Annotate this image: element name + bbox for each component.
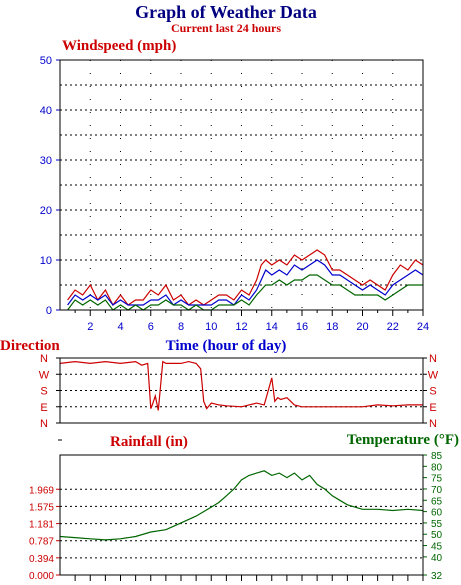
direction-y-tick-label-right: N — [429, 353, 437, 365]
windspeed-y-tick-label: 10 — [40, 255, 52, 267]
temp-y-tick-label: 80 — [431, 462, 443, 473]
windspeed-x-tick-label: 4 — [117, 321, 123, 333]
temperature-title: Temperature (°F) — [347, 432, 459, 448]
windspeed-y-tick-label: 0 — [46, 305, 52, 317]
x-axis-label: Time (hour of day) — [166, 338, 287, 354]
windspeed-x-tick-label: 12 — [235, 321, 247, 333]
windspeed-title: Windspeed (mph) — [62, 38, 176, 54]
direction-y-tick-label-right: S — [429, 386, 436, 398]
windspeed-series-line-1 — [67, 259, 424, 306]
direction-y-tick-label-right: W — [428, 369, 439, 381]
temp-y-tick-label: 50 — [431, 530, 443, 541]
temp-y-tick-label: 32 — [431, 571, 443, 582]
windspeed-x-tick-label: 10 — [205, 321, 217, 333]
windspeed-x-tick-label: 20 — [356, 321, 368, 333]
windspeed-y-tick-label: 20 — [40, 205, 52, 217]
rainfall-title: Rainfall (in) — [110, 434, 188, 450]
rain-y-tick-label: 1.969 — [29, 485, 54, 496]
direction-y-tick-label-left: S — [40, 386, 47, 398]
windspeed-x-tick-label: 22 — [387, 321, 399, 333]
page-title: Graph of Weather Data — [135, 2, 317, 22]
temp-y-tick-label: 70 — [431, 485, 443, 496]
direction-y-tick-label-right: E — [429, 402, 436, 414]
windspeed-y-tick-label: 30 — [40, 155, 52, 167]
temp-y-tick-label: 40 — [431, 553, 443, 564]
windspeed-x-tick-label: 8 — [178, 321, 184, 333]
temperature-series-line — [59, 470, 424, 541]
direction-y-tick-label-right: N — [429, 418, 437, 430]
windspeed-x-tick-label: 14 — [266, 321, 278, 333]
page-subtitle: Current last 24 hours — [171, 21, 281, 35]
windspeed-x-tick-label: 6 — [148, 321, 154, 333]
rain-temp-plot-frame — [59, 454, 424, 576]
windspeed-x-tick-label: 18 — [326, 321, 338, 333]
rain-y-tick-label: 0.394 — [29, 554, 54, 565]
temp-y-tick-label: 55 — [431, 519, 443, 530]
temp-y-tick-label: 75 — [431, 474, 443, 485]
direction-y-tick-label-left: W — [39, 369, 50, 381]
direction-y-tick-label-left: E — [40, 402, 47, 414]
windspeed-series-line-0 — [67, 249, 424, 307]
windspeed-y-tick-label: 50 — [40, 55, 52, 67]
direction-y-tick-label-left: N — [40, 353, 48, 365]
windspeed-x-tick-label: 16 — [296, 321, 308, 333]
direction-title: Direction — [0, 338, 60, 354]
rain-y-tick-label: 0.787 — [29, 537, 54, 548]
direction-series-line — [59, 360, 423, 411]
windspeed-x-tick-label: 24 — [417, 321, 429, 333]
temp-y-tick-label: 60 — [431, 508, 443, 519]
rain-y-tick-label: 0.000 — [29, 571, 54, 582]
direction-plot-frame — [59, 357, 424, 424]
temp-y-tick-label: 45 — [431, 542, 443, 553]
direction-y-tick-label-left: N — [40, 418, 48, 430]
rain-y-tick-label: 1.575 — [29, 502, 54, 513]
rain-y-tick-label: 1.181 — [29, 520, 54, 531]
temp-y-tick-label: 85 — [431, 451, 443, 462]
temp-y-tick-label: 65 — [431, 496, 443, 507]
windspeed-plot-frame — [59, 59, 424, 311]
windspeed-x-tick-label: 2 — [87, 321, 93, 333]
windspeed-y-tick-label: 40 — [40, 105, 52, 117]
